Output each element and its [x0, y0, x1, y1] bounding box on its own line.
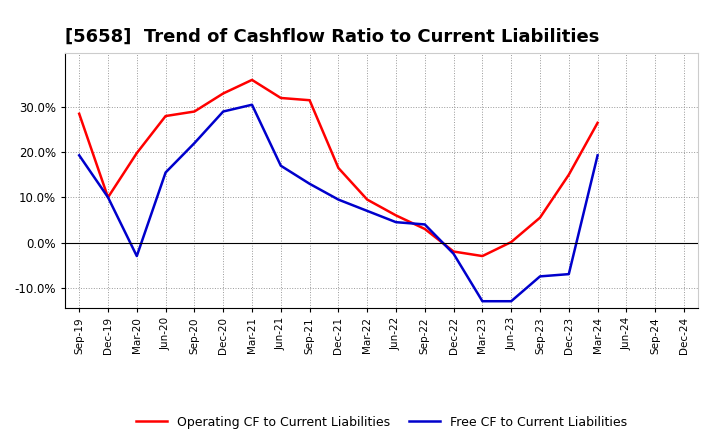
Free CF to Current Liabilities [536, 274, 544, 279]
Line: Free CF to Current Liabilities: Free CF to Current Liabilities [79, 105, 598, 301]
Free CF to Current Liabilities [104, 194, 112, 200]
Free CF to Current Liabilities [392, 220, 400, 225]
Operating CF to Current Liabilities [363, 197, 372, 202]
Free CF to Current Liabilities [75, 153, 84, 158]
Free CF to Current Liabilities [593, 153, 602, 158]
Free CF to Current Liabilities [507, 299, 516, 304]
Operating CF to Current Liabilities [161, 114, 170, 119]
Operating CF to Current Liabilities [334, 165, 343, 171]
Free CF to Current Liabilities [219, 109, 228, 114]
Free CF to Current Liabilities [305, 181, 314, 187]
Operating CF to Current Liabilities [449, 249, 458, 254]
Operating CF to Current Liabilities [564, 172, 573, 177]
Free CF to Current Liabilities [276, 163, 285, 169]
Line: Operating CF to Current Liabilities: Operating CF to Current Liabilities [79, 80, 598, 256]
Operating CF to Current Liabilities [507, 239, 516, 245]
Free CF to Current Liabilities [363, 208, 372, 213]
Free CF to Current Liabilities [161, 170, 170, 175]
Operating CF to Current Liabilities [104, 194, 112, 200]
Free CF to Current Liabilities [564, 271, 573, 277]
Operating CF to Current Liabilities [248, 77, 256, 83]
Operating CF to Current Liabilities [132, 150, 141, 156]
Free CF to Current Liabilities [334, 197, 343, 202]
Operating CF to Current Liabilities [593, 120, 602, 125]
Operating CF to Current Liabilities [420, 226, 429, 231]
Operating CF to Current Liabilities [478, 253, 487, 259]
Operating CF to Current Liabilities [219, 91, 228, 96]
Operating CF to Current Liabilities [305, 98, 314, 103]
Free CF to Current Liabilities [449, 251, 458, 257]
Operating CF to Current Liabilities [75, 111, 84, 117]
Operating CF to Current Liabilities [276, 95, 285, 101]
Free CF to Current Liabilities [248, 102, 256, 107]
Free CF to Current Liabilities [420, 222, 429, 227]
Free CF to Current Liabilities [132, 253, 141, 259]
Free CF to Current Liabilities [190, 140, 199, 146]
Legend: Operating CF to Current Liabilities, Free CF to Current Liabilities: Operating CF to Current Liabilities, Fre… [131, 411, 632, 434]
Text: [5658]  Trend of Cashflow Ratio to Current Liabilities: [5658] Trend of Cashflow Ratio to Curren… [65, 28, 599, 46]
Operating CF to Current Liabilities [392, 213, 400, 218]
Operating CF to Current Liabilities [536, 215, 544, 220]
Operating CF to Current Liabilities [190, 109, 199, 114]
Free CF to Current Liabilities [478, 299, 487, 304]
